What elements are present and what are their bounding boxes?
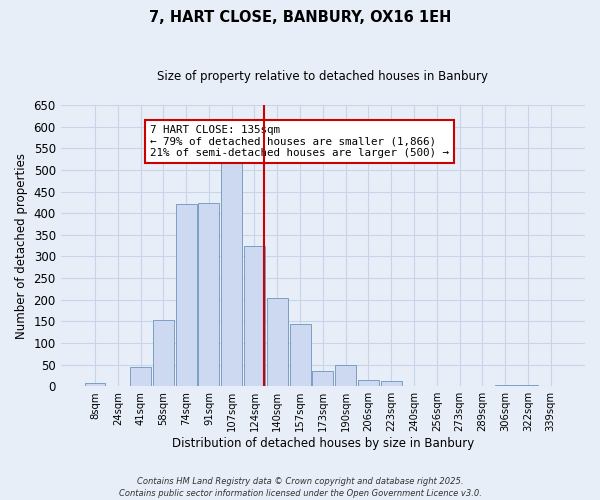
Bar xyxy=(199,203,220,386)
Text: 7, HART CLOSE, BANBURY, OX16 1EH: 7, HART CLOSE, BANBURY, OX16 1EH xyxy=(149,10,451,25)
Y-axis label: Number of detached properties: Number of detached properties xyxy=(15,152,28,338)
Bar xyxy=(290,324,311,386)
Bar xyxy=(381,380,401,386)
Bar xyxy=(244,246,265,386)
Text: 7 HART CLOSE: 135sqm
← 79% of detached houses are smaller (1,866)
21% of semi-de: 7 HART CLOSE: 135sqm ← 79% of detached h… xyxy=(150,124,449,158)
Bar xyxy=(358,380,379,386)
Bar xyxy=(176,204,197,386)
Bar xyxy=(267,298,288,386)
Bar xyxy=(221,152,242,386)
Bar xyxy=(335,365,356,386)
Title: Size of property relative to detached houses in Banbury: Size of property relative to detached ho… xyxy=(157,70,488,83)
Bar xyxy=(130,366,151,386)
Bar xyxy=(153,320,174,386)
X-axis label: Distribution of detached houses by size in Banbury: Distribution of detached houses by size … xyxy=(172,437,474,450)
Bar xyxy=(313,371,334,386)
Text: Contains HM Land Registry data © Crown copyright and database right 2025.
Contai: Contains HM Land Registry data © Crown c… xyxy=(119,476,481,498)
Bar xyxy=(85,382,106,386)
